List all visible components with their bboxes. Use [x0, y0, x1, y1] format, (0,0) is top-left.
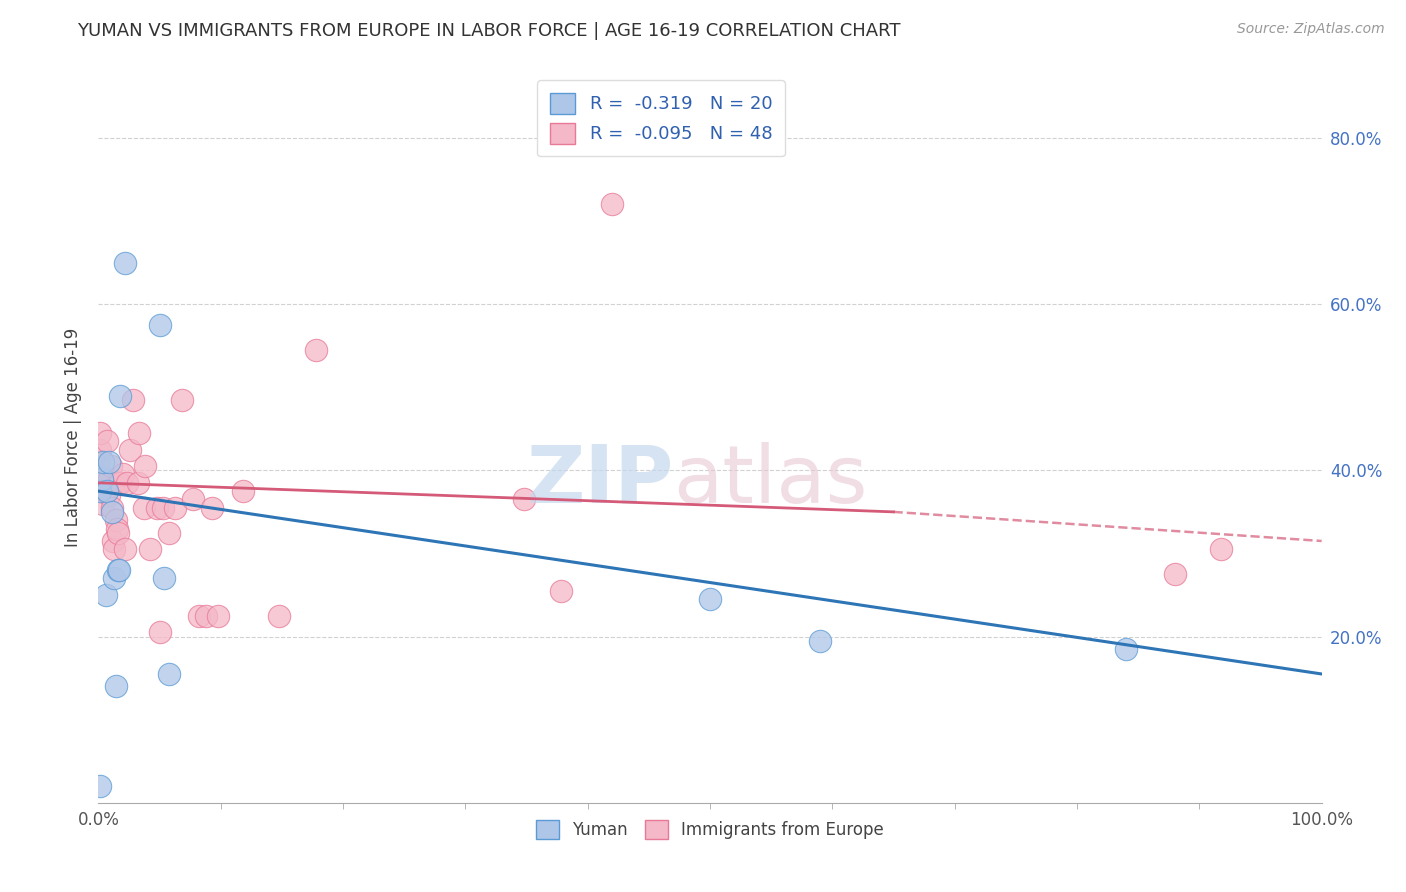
Point [550, 583, 572, 598]
Point [94, 588, 117, 602]
Point [107, 525, 129, 540]
Point [1211, 542, 1233, 557]
Point [139, 542, 162, 557]
Point [101, 505, 124, 519]
Point [1115, 642, 1137, 657]
Point [157, 525, 180, 540]
Point [207, 608, 229, 623]
Point [89, 779, 111, 793]
Point [132, 500, 155, 515]
Point [98, 472, 121, 486]
Point [100, 459, 122, 474]
Point [165, 500, 187, 515]
Point [89, 484, 111, 499]
Point [110, 475, 132, 490]
Point [127, 475, 149, 490]
Point [153, 571, 176, 585]
Point [134, 459, 156, 474]
Point [114, 255, 136, 269]
Point [91, 455, 114, 469]
Point [104, 680, 127, 694]
Point [121, 392, 143, 407]
Point [157, 667, 180, 681]
Point [103, 571, 125, 585]
Point [149, 318, 172, 332]
Point [114, 542, 136, 557]
Point [115, 475, 138, 490]
Point [699, 592, 721, 607]
Point [305, 343, 328, 357]
Point [101, 533, 124, 548]
Point [91, 497, 114, 511]
Y-axis label: In Labor Force | Age 16-19: In Labor Force | Age 16-19 [65, 327, 83, 547]
Point [232, 484, 254, 499]
Point [195, 608, 218, 623]
Point [104, 513, 127, 527]
Point [600, 197, 623, 211]
Point [108, 475, 131, 490]
Point [103, 542, 125, 557]
Point [187, 608, 209, 623]
Point [101, 500, 124, 515]
Text: YUMAN VS IMMIGRANTS FROM EUROPE IN LABOR FORCE | AGE 16-19 CORRELATION CHART: YUMAN VS IMMIGRANTS FROM EUROPE IN LABOR… [77, 22, 901, 40]
Point [98, 488, 121, 502]
Point [87, 455, 110, 469]
Point [1164, 567, 1187, 582]
Point [120, 442, 142, 457]
Point [149, 625, 172, 640]
Point [107, 563, 129, 577]
Point [108, 563, 131, 577]
Point [110, 388, 132, 402]
Text: ZIP: ZIP [526, 442, 673, 520]
Point [105, 521, 128, 535]
Point [94, 472, 117, 486]
Point [89, 425, 111, 440]
Point [111, 467, 134, 482]
Point [513, 492, 536, 507]
Point [128, 425, 150, 440]
Point [181, 492, 204, 507]
Legend: Yuman, Immigrants from Europe: Yuman, Immigrants from Europe [529, 814, 891, 846]
Point [146, 500, 169, 515]
Point [269, 608, 291, 623]
Point [98, 455, 121, 469]
Point [93, 484, 115, 499]
Point [201, 500, 224, 515]
Point [89, 442, 111, 457]
Point [96, 434, 118, 449]
Point [808, 633, 831, 648]
Point [91, 472, 114, 486]
Point [170, 392, 193, 407]
Point [87, 467, 110, 482]
Point [152, 500, 174, 515]
Text: Source: ZipAtlas.com: Source: ZipAtlas.com [1237, 22, 1385, 37]
Point [96, 484, 118, 499]
Text: atlas: atlas [673, 442, 868, 520]
